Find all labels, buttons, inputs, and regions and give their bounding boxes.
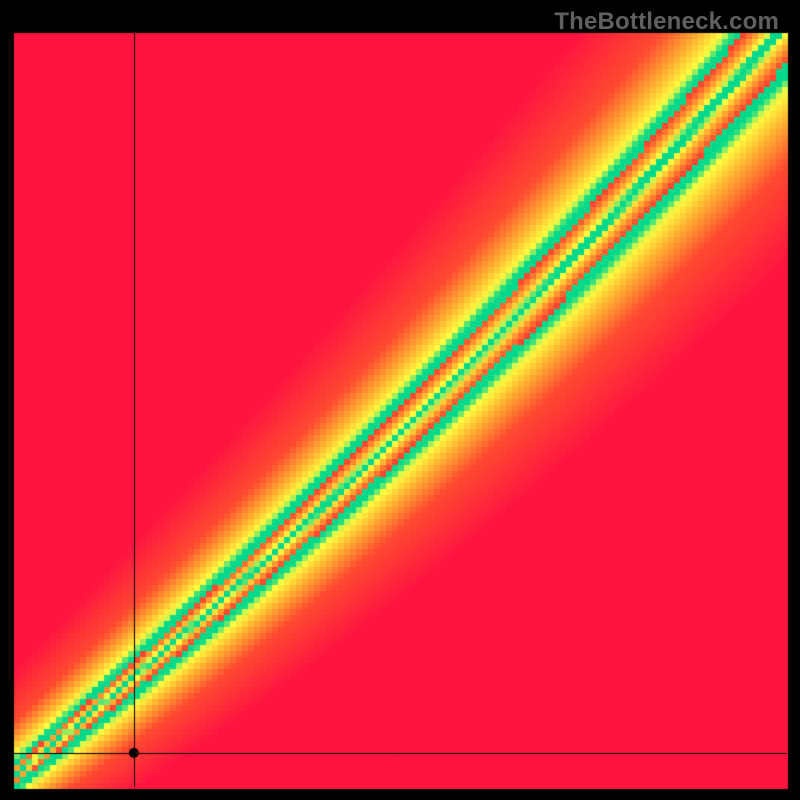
chart-container: TheBottleneck.com <box>0 0 800 800</box>
watermark-text: TheBottleneck.com <box>554 8 779 36</box>
heatmap-canvas <box>0 0 800 800</box>
